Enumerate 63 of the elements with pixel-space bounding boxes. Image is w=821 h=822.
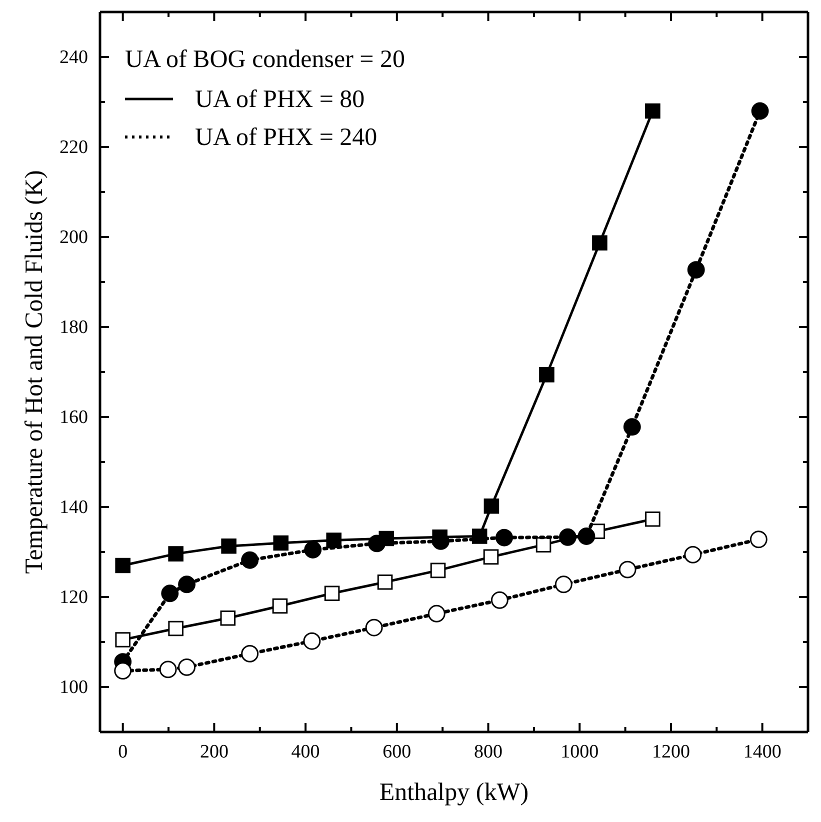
point bbox=[618, 560, 636, 578]
point bbox=[273, 535, 289, 551]
point bbox=[645, 103, 660, 119]
legend-label: UA of PHX = 240 bbox=[195, 124, 378, 151]
point bbox=[559, 528, 576, 546]
point bbox=[178, 658, 196, 676]
point bbox=[365, 618, 383, 636]
point bbox=[221, 538, 236, 554]
point bbox=[220, 610, 236, 626]
point bbox=[159, 660, 177, 678]
point bbox=[115, 558, 130, 574]
point bbox=[687, 261, 705, 279]
point bbox=[684, 546, 702, 564]
point bbox=[428, 604, 446, 622]
point bbox=[114, 662, 132, 680]
y-tick-label: 160 bbox=[60, 407, 88, 428]
x-tick-label: 400 bbox=[291, 741, 320, 762]
point bbox=[536, 537, 552, 552]
y-tick-label: 120 bbox=[60, 587, 88, 608]
point bbox=[623, 418, 641, 436]
y-tick-label: 100 bbox=[60, 677, 88, 698]
point bbox=[490, 591, 508, 609]
point bbox=[241, 551, 259, 569]
point bbox=[326, 532, 342, 548]
y-tick-label: 220 bbox=[60, 137, 88, 158]
y-axis-title: Temperature of Hot and Cold Fluids (K) bbox=[21, 170, 48, 574]
point bbox=[241, 644, 259, 662]
x-tick-label: 1000 bbox=[560, 741, 599, 762]
y-tick-label: 140 bbox=[60, 497, 88, 518]
point bbox=[377, 574, 393, 590]
y-tick-label: 180 bbox=[60, 317, 88, 338]
x-axis-title: Enthalpy (kW) bbox=[379, 779, 529, 806]
y-tick-label: 200 bbox=[60, 227, 88, 248]
point bbox=[484, 498, 500, 514]
legend-title: UA of BOG condenser = 20 bbox=[125, 46, 406, 73]
legend-label: UA of PHX = 80 bbox=[195, 86, 365, 113]
point bbox=[496, 528, 513, 546]
point bbox=[303, 632, 321, 650]
point bbox=[304, 541, 322, 558]
point bbox=[168, 546, 184, 562]
x-tick-label: 800 bbox=[474, 741, 503, 762]
y-tick-label: 240 bbox=[60, 47, 88, 68]
point bbox=[115, 632, 130, 648]
point bbox=[592, 235, 608, 250]
point bbox=[539, 367, 554, 382]
point bbox=[750, 530, 768, 548]
x-tick-label: 1200 bbox=[652, 741, 690, 762]
point bbox=[368, 534, 386, 552]
point bbox=[161, 584, 179, 602]
point bbox=[645, 512, 660, 527]
point bbox=[272, 598, 288, 614]
x-tick-label: 1400 bbox=[743, 741, 782, 762]
point bbox=[578, 528, 596, 545]
point bbox=[324, 586, 340, 602]
point bbox=[483, 549, 499, 565]
x-tick-label: 0 bbox=[118, 741, 128, 762]
x-tick-label: 200 bbox=[200, 741, 228, 762]
point bbox=[178, 576, 196, 594]
point bbox=[751, 102, 769, 120]
point bbox=[430, 562, 446, 578]
point bbox=[554, 576, 572, 594]
x-tick-label: 600 bbox=[382, 741, 412, 762]
point bbox=[168, 620, 184, 636]
